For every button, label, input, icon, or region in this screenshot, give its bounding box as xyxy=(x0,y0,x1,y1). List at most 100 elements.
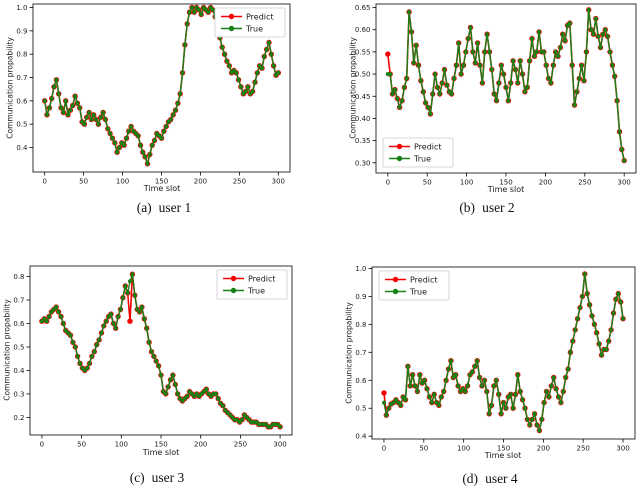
y-ticks: 0.2 0.3 0.4 0.5 0.6 0.7 0.8 xyxy=(13,273,30,422)
caption-index-a: (a) xyxy=(136,200,152,215)
x-tick-label: 300 xyxy=(617,179,630,187)
y-axis-label-user3: Communication propability xyxy=(2,299,12,401)
caption-text-c: user 3 xyxy=(151,470,185,485)
x-tick-label: 200 xyxy=(194,441,207,449)
y-tick-label: 0.9 xyxy=(16,27,27,35)
x-axis-label-user3: Time slot xyxy=(142,448,180,457)
true-series xyxy=(39,272,283,429)
x-tick-label: 150 xyxy=(155,178,168,186)
x-tick-label: 250 xyxy=(233,178,246,186)
caption-user4: (d) user 4 xyxy=(462,471,517,487)
y-tick-label: 0.50 xyxy=(355,71,371,79)
x-tick-label: 100 xyxy=(115,441,128,449)
legend-label-true: True xyxy=(247,287,265,296)
legend-label-predict: Predict xyxy=(414,143,442,152)
x-tick-label: 0 xyxy=(386,179,390,187)
y-ticks: 0.4 0.5 0.6 0.7 0.8 0.9 1.0 xyxy=(16,4,33,152)
y-tick-label: 0.9 xyxy=(355,293,366,301)
x-axis-label-user4: Time slot xyxy=(484,451,522,460)
y-tick-label: 0.60 xyxy=(355,26,371,34)
x-tick-label: 50 xyxy=(423,179,432,187)
y-tick-label: 0.40 xyxy=(355,115,371,123)
subplot-c: 0 50 100 150 200 250 300 0.2 0.3 0.4 0.5 0.6 0.7 0.8 P… xyxy=(13,265,293,449)
y-tick-label: 0.3 xyxy=(13,390,24,398)
x-tick-label: 0 xyxy=(382,445,386,453)
x-axis-label-user1: Time slot xyxy=(143,184,181,193)
legend-marker-true xyxy=(396,155,403,162)
x-tick-label: 300 xyxy=(616,445,629,453)
y-tick-label: 0.55 xyxy=(355,48,371,56)
legend: Predict True xyxy=(214,7,286,38)
true-series xyxy=(42,5,281,167)
subplot-a: 0 50 100 150 200 250 300 0.4 0.5 0.6 0.7 0.8 0.9 1.0 P… xyxy=(16,3,291,186)
legend-marker-true xyxy=(230,287,237,294)
x-tick-label: 0 xyxy=(40,441,44,449)
x-tick-label: 100 xyxy=(460,179,473,187)
legend-marker-predict xyxy=(228,13,235,20)
y-tick-label: 0.7 xyxy=(16,74,27,82)
legend-label-true: True xyxy=(413,155,431,164)
y-tick-label: 1.0 xyxy=(16,4,27,12)
legend: Predict True xyxy=(216,269,288,300)
x-tick-label: 200 xyxy=(537,445,550,453)
y-tick-label: 1.0 xyxy=(355,265,366,273)
legend-marker-true xyxy=(392,288,399,295)
caption-user3: (c) user 3 xyxy=(130,470,185,486)
true-series xyxy=(382,272,625,433)
x-tick-label: 150 xyxy=(154,441,167,449)
x-tick-label: 300 xyxy=(272,178,285,186)
y-tick-label: 0.4 xyxy=(13,367,25,375)
y-tick-label: 0.4 xyxy=(355,433,367,441)
y-ticks: 0.4 0.5 0.6 0.7 0.8 0.9 1.0 xyxy=(355,265,372,441)
x-tick-label: 300 xyxy=(273,441,286,449)
y-tick-label: 0.6 xyxy=(13,320,25,328)
x-tick-label: 250 xyxy=(577,445,590,453)
y-ticks: 0.30 0.35 0.40 0.45 0.50 0.55 0.60 0.65 xyxy=(355,4,376,167)
caption-user1: (a) user 1 xyxy=(137,200,192,216)
y-axis-label-user1: Communication propability xyxy=(5,37,15,139)
x-tick-label: 0 xyxy=(42,178,46,186)
y-tick-label: 0.8 xyxy=(13,273,24,281)
y-tick-label: 0.8 xyxy=(355,321,366,329)
legend-label-true: True xyxy=(245,25,263,34)
y-tick-label: 0.8 xyxy=(16,51,27,59)
true-series xyxy=(385,7,627,163)
caption-index-c: (c) xyxy=(129,470,145,485)
x-tick-label: 150 xyxy=(497,445,510,453)
legend-label-predict: Predict xyxy=(248,275,276,284)
legend-marker-predict xyxy=(396,143,403,150)
x-tick-label: 250 xyxy=(234,441,247,449)
y-tick-label: 0.65 xyxy=(355,4,371,12)
subplot-d: 0 50 100 150 200 250 300 0.4 0.5 0.6 0.7 0.8 0.9 1.0 P… xyxy=(355,265,636,453)
x-tick-label: 50 xyxy=(77,441,86,449)
subplot-b: 0 50 100 150 200 250 3000.300.350.400.450.500.… xyxy=(355,3,637,187)
x-axis-label-user2: Time slot xyxy=(487,185,525,194)
y-tick-label: 0.7 xyxy=(13,297,24,305)
y-tick-label: 0.5 xyxy=(355,405,366,413)
y-tick-label: 0.7 xyxy=(355,349,366,357)
legend-marker-predict xyxy=(392,276,399,283)
legend-marker-predict xyxy=(230,275,237,282)
caption-user2: (b) user 2 xyxy=(459,200,514,216)
x-ticks: 0 50 100 150 200 250 300 xyxy=(382,439,630,453)
caption-text-a: user 1 xyxy=(158,200,192,215)
caption-text-b: user 2 xyxy=(482,200,515,215)
x-tick-label: 50 xyxy=(419,445,428,453)
x-ticks: 0 50 100 150 200 250 300 xyxy=(42,172,285,186)
legend-label-predict: Predict xyxy=(410,276,438,285)
legend: Predict True xyxy=(382,137,454,168)
x-tick-label: 200 xyxy=(194,178,207,186)
legend: Predict True xyxy=(378,270,450,301)
y-tick-label: 0.5 xyxy=(13,343,24,351)
caption-index-b: (b) xyxy=(459,200,476,215)
y-tick-label: 0.4 xyxy=(16,144,28,152)
x-tick-label: 50 xyxy=(79,178,88,186)
x-tick-label: 100 xyxy=(457,445,470,453)
legend-marker-true xyxy=(228,25,235,32)
y-tick-label: 0.5 xyxy=(16,121,27,129)
x-tick-label: 250 xyxy=(578,179,591,187)
y-tick-label: 0.6 xyxy=(16,97,28,105)
x-ticks: 0 50 100 150 200 250 300 xyxy=(386,173,631,187)
